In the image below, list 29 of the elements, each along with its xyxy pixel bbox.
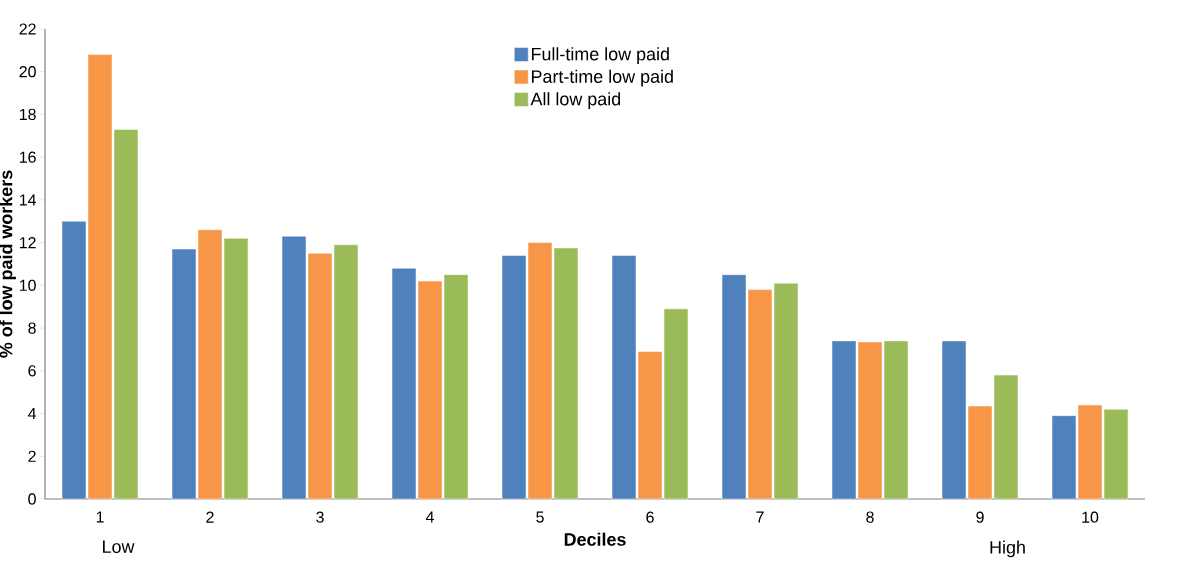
- y-tick-label: 14: [19, 194, 37, 206]
- text: Low: [103, 540, 135, 554]
- legend-label: Full-time low paid: [531, 47, 669, 64]
- text: High: [990, 540, 1025, 558]
- x-tick-label: 2: [206, 511, 214, 523]
- x-tick-label: 3: [316, 511, 324, 523]
- x-tick-label: 4: [425, 511, 434, 523]
- y-tick-label: 4: [27, 408, 37, 420]
- x-tick-label: 5: [536, 511, 544, 523]
- x-tick-label: 10: [1082, 511, 1099, 523]
- y-tick-label: 2: [28, 450, 36, 462]
- y-tick-label: 18: [19, 108, 36, 121]
- y-tick-label: 6: [28, 365, 36, 377]
- x-axis-title: Deciles: [564, 532, 626, 546]
- x-tick-label: 6: [646, 511, 654, 523]
- y-tick-label: 12: [19, 237, 36, 249]
- y-tick-label: 0: [28, 493, 36, 505]
- y-axis-title: % of low paid workers: [0, 170, 16, 358]
- y-tick-label: 22: [19, 23, 36, 35]
- y-tick-label: 8: [28, 322, 36, 334]
- legend-label: Part-time low paid: [531, 69, 673, 87]
- y-tick-label: 20: [19, 66, 36, 78]
- y-tick-label: 10: [19, 279, 36, 291]
- legend-label: All low paid: [530, 92, 621, 109]
- x-tick-label: 8: [866, 511, 874, 523]
- x-tick-label: 1: [96, 511, 104, 523]
- x-tick-label: 9: [976, 511, 984, 523]
- x-tick-label: 7: [756, 511, 764, 523]
- y-tick-label: 16: [19, 151, 36, 163]
